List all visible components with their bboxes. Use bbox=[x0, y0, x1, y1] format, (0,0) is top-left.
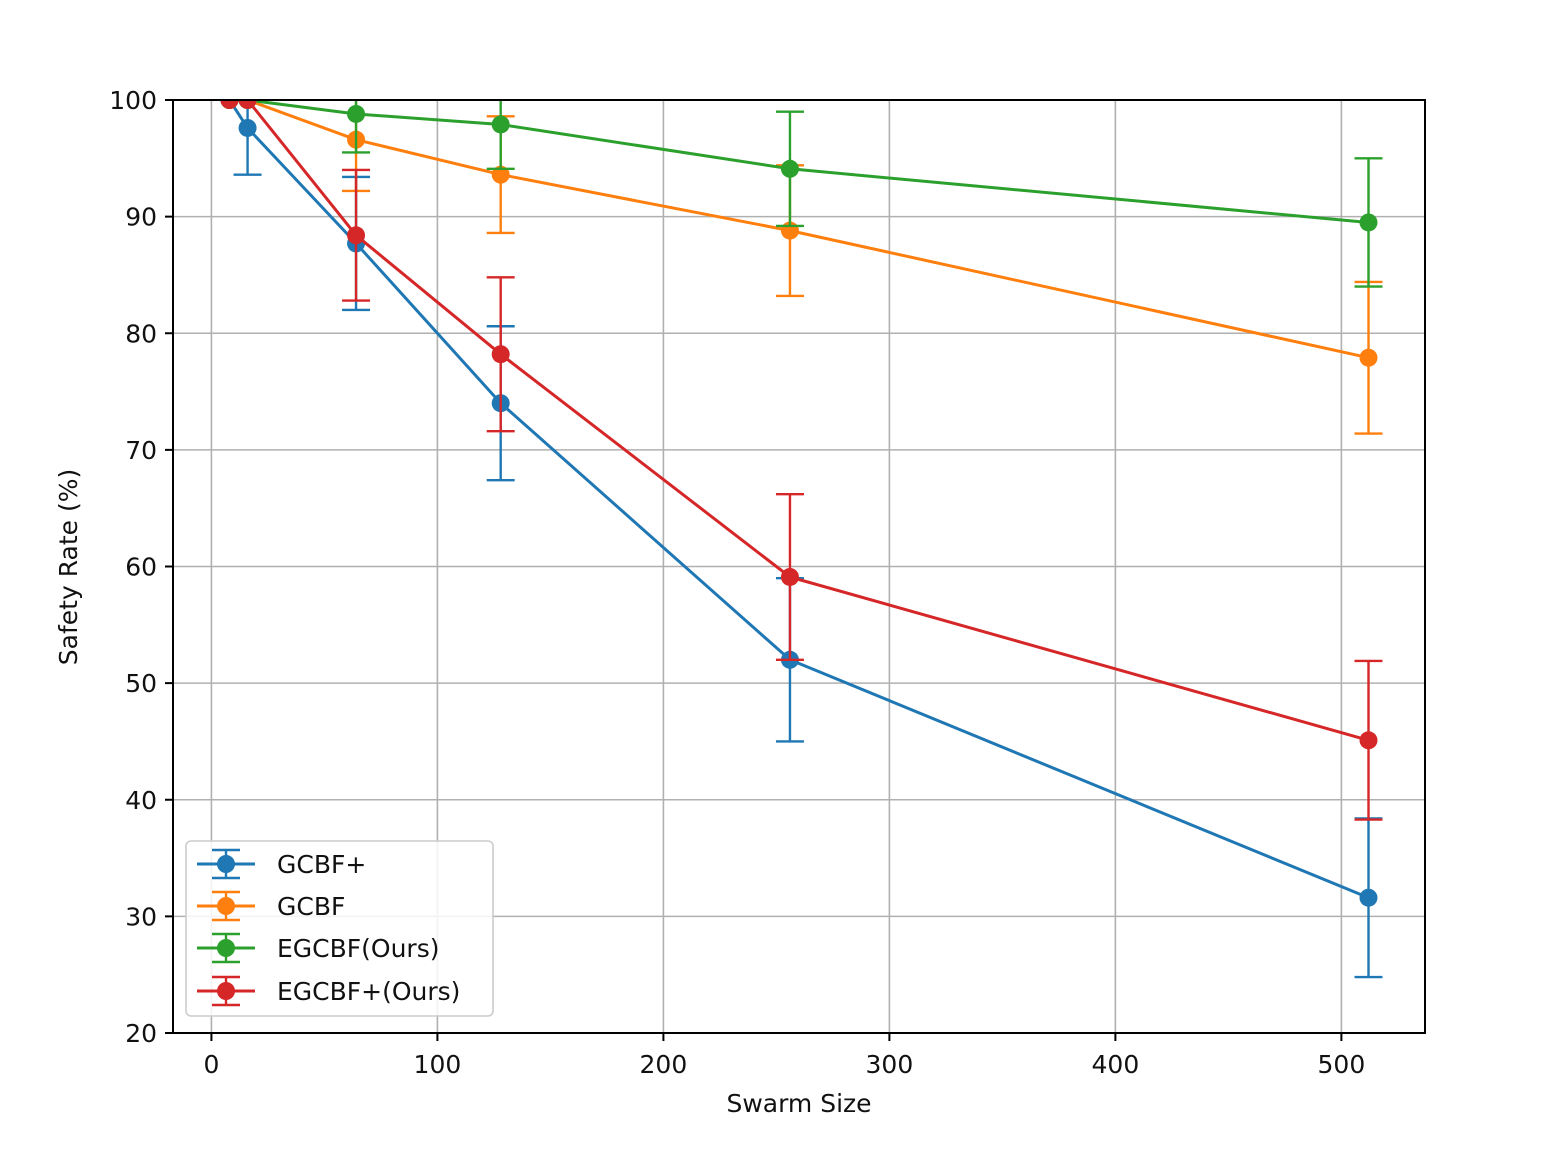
legend-marker bbox=[217, 939, 235, 957]
legend-box bbox=[185, 840, 494, 1017]
data-point bbox=[780, 567, 799, 586]
series-layer bbox=[220, 100, 1383, 979]
legend-label: EGCBF(Ours) bbox=[277, 934, 440, 963]
y-tick-label: 100 bbox=[109, 86, 157, 115]
legend-item: EGCBF(Ours) bbox=[197, 932, 440, 964]
data-point bbox=[1359, 348, 1378, 367]
x-tick-label: 200 bbox=[640, 1050, 688, 1079]
y-tick-label: 40 bbox=[125, 786, 157, 815]
data-point bbox=[1359, 213, 1378, 232]
x-axis-title: Swarm Size bbox=[726, 1089, 871, 1118]
series-line bbox=[229, 100, 1369, 224]
x-tick-label: 400 bbox=[1092, 1050, 1140, 1079]
data-point bbox=[491, 165, 510, 184]
legend-marker bbox=[217, 982, 235, 1000]
x-tick-label: 300 bbox=[866, 1050, 914, 1079]
x-tick-label: 100 bbox=[414, 1050, 462, 1079]
y-tick-label: 60 bbox=[125, 553, 157, 582]
data-point bbox=[1359, 731, 1378, 750]
legend: GCBF+ GCBF EGCBF(Ours) EGCBF+(Ours) bbox=[185, 840, 494, 1017]
series-line bbox=[229, 100, 1369, 742]
legend-item: EGCBF+(Ours) bbox=[197, 975, 460, 1007]
axis-ticks: 0 100 200 300 400 500 20 30 40 50 60 70 80 90 100 bbox=[109, 86, 1365, 1079]
x-tick-label: 0 bbox=[203, 1050, 219, 1079]
legend-item: GCBF+ bbox=[197, 848, 366, 880]
x-tick-label: 500 bbox=[1318, 1050, 1366, 1079]
data-point bbox=[220, 100, 239, 109]
data-point bbox=[238, 100, 257, 109]
y-tick-label: 20 bbox=[125, 1019, 157, 1048]
legend-label: EGCBF+(Ours) bbox=[277, 977, 460, 1006]
y-axis-title: Safety Rate (%) bbox=[54, 469, 83, 665]
series-egcbf-ours bbox=[220, 100, 1383, 821]
data-point bbox=[491, 115, 510, 134]
data-point bbox=[347, 226, 366, 245]
y-tick-label: 70 bbox=[125, 436, 157, 465]
y-tick-label: 80 bbox=[125, 319, 157, 348]
data-point bbox=[780, 159, 799, 178]
data-point bbox=[1359, 888, 1378, 907]
data-point bbox=[347, 104, 366, 123]
y-tick-label: 50 bbox=[125, 669, 157, 698]
data-point bbox=[491, 345, 510, 364]
legend-label: GCBF bbox=[277, 892, 345, 921]
legend-marker bbox=[217, 855, 235, 873]
legend-label: GCBF+ bbox=[277, 850, 366, 879]
legend-item: GCBF bbox=[197, 890, 345, 922]
y-tick-label: 30 bbox=[125, 902, 157, 931]
y-tick-label: 90 bbox=[125, 203, 157, 232]
legend-marker bbox=[217, 897, 235, 915]
data-point bbox=[238, 118, 257, 137]
series-line bbox=[229, 100, 1369, 360]
